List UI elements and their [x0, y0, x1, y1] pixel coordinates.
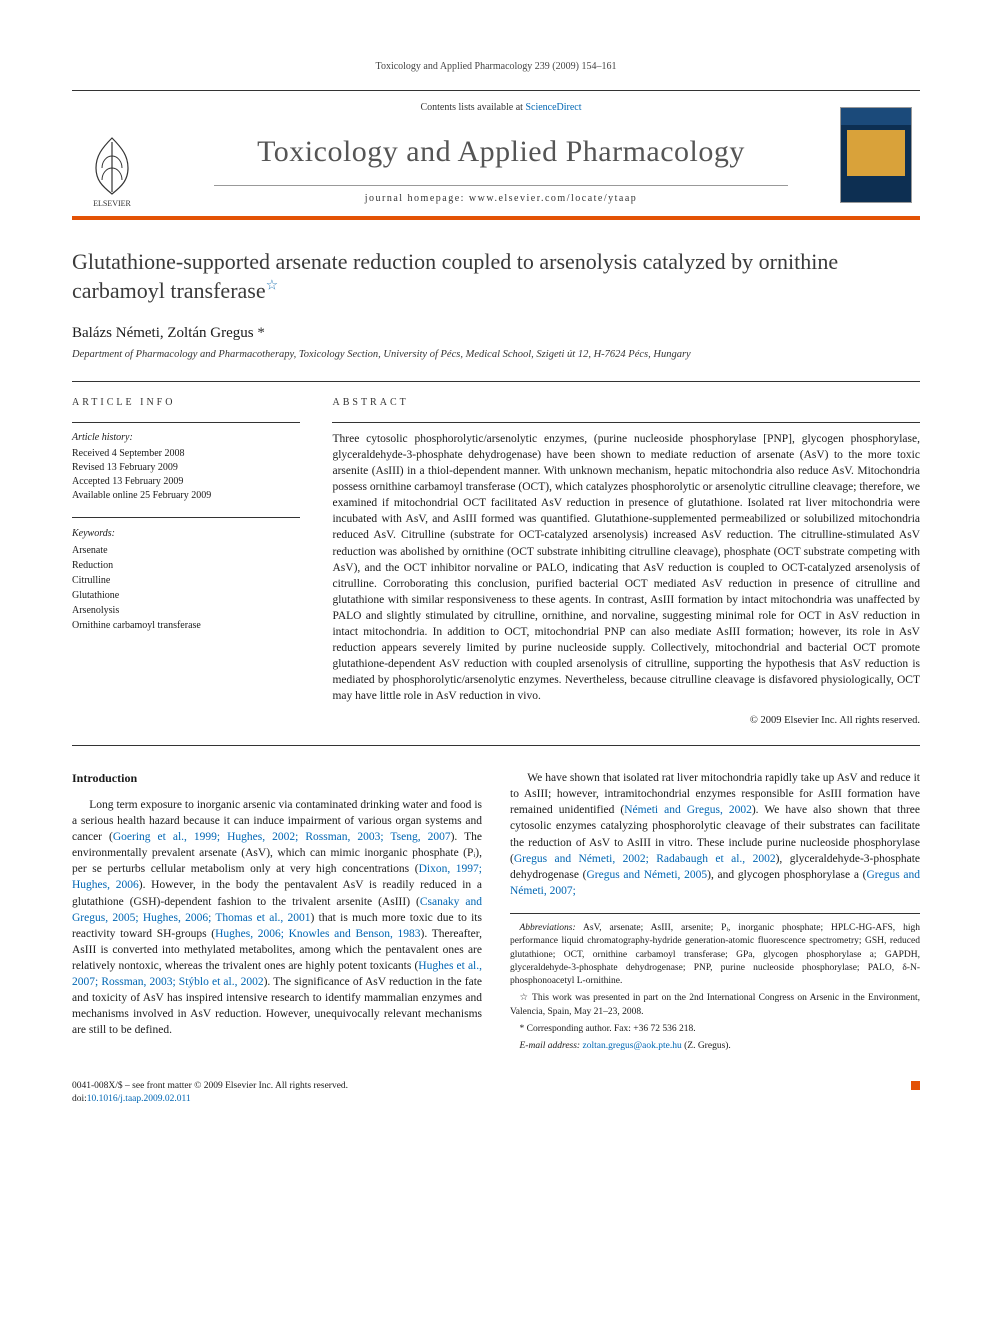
- article-info-heading: ARTICLE INFO: [72, 396, 300, 410]
- body-text: ), and glycogen phosphorylase a (: [707, 869, 866, 881]
- doi-prefix: doi:: [72, 1094, 87, 1104]
- body-columns: Introduction Long term exposure to inorg…: [72, 770, 920, 1053]
- citation-link[interactable]: Hughes, 2006; Knowles and Benson, 1983: [215, 928, 420, 940]
- affiliation: Department of Pharmacology and Pharmacot…: [72, 348, 920, 363]
- history-line: Available online 25 February 2009: [72, 489, 300, 503]
- author-list: Balázs Németi, Zoltán Gregus *: [72, 323, 920, 344]
- homepage-prefix: journal homepage:: [365, 193, 469, 204]
- intro-heading: Introduction: [72, 770, 482, 787]
- authors-text: Balázs Németi, Zoltán Gregus: [72, 325, 254, 341]
- page-footer: 0041-008X/$ – see front matter © 2009 El…: [72, 1074, 920, 1107]
- corresponding-author-mark: *: [257, 325, 265, 341]
- contents-prefix: Contents lists available at: [420, 102, 525, 113]
- abstract-column: ABSTRACT Three cytosolic phosphorolytic/…: [332, 396, 920, 729]
- abbreviations-footnote: Abbreviations: AsV, arsenate; AsIII, ars…: [510, 922, 920, 988]
- info-abstract-row: ARTICLE INFO Article history: Received 4…: [72, 381, 920, 746]
- article-title: Glutathione-supported arsenate reduction…: [72, 248, 920, 305]
- abstract-copyright: © 2009 Elsevier Inc. All rights reserved…: [332, 714, 920, 729]
- publisher-logo-block: ELSEVIER: [72, 101, 162, 216]
- publisher-label: ELSEVIER: [93, 199, 131, 208]
- history-line: Revised 13 February 2009: [72, 461, 300, 475]
- keyword: Reduction: [72, 558, 300, 573]
- email-suffix: (Z. Gregus).: [682, 1041, 731, 1051]
- contents-line: Contents lists available at ScienceDirec…: [174, 101, 828, 115]
- footer-right: [909, 1080, 920, 1107]
- journal-cover-thumbnail: [840, 107, 912, 203]
- front-matter-line: 0041-008X/$ – see front matter © 2009 El…: [72, 1080, 348, 1093]
- title-footnote-star-icon: ☆: [266, 278, 279, 293]
- keyword: Citrulline: [72, 573, 300, 588]
- email-footnote: E-mail address: zoltan.gregus@aok.pte.hu…: [510, 1040, 920, 1053]
- history-line: Received 4 September 2008: [72, 447, 300, 461]
- homepage-url[interactable]: www.elsevier.com/locate/ytaap: [469, 193, 637, 204]
- abbrev-label: Abbreviations:: [520, 923, 576, 933]
- body-paragraph: We have shown that isolated rat liver mi…: [510, 770, 920, 899]
- email-label: E-mail address:: [520, 1041, 581, 1051]
- keyword: Ornithine carbamoyl transferase: [72, 618, 300, 633]
- abstract-text: Three cytosolic phosphorolytic/arsenolyt…: [332, 431, 920, 705]
- history-label: Article history:: [72, 431, 300, 445]
- masthead: ELSEVIER Contents lists available at Sci…: [72, 90, 920, 220]
- page-marker-icon: [911, 1081, 920, 1090]
- keywords-label: Keywords:: [72, 526, 300, 541]
- presentation-footnote: ☆ This work was presented in part on the…: [510, 992, 920, 1019]
- keyword: Arsenolysis: [72, 603, 300, 618]
- journal-name: Toxicology and Applied Pharmacology: [174, 131, 828, 173]
- footnotes-block: Abbreviations: AsV, arsenate; AsIII, ars…: [510, 913, 920, 1054]
- abstract-heading: ABSTRACT: [332, 396, 920, 410]
- corresponding-footnote: * Corresponding author. Fax: +36 72 536 …: [510, 1023, 920, 1036]
- article-history-block: Article history: Received 4 September 20…: [72, 431, 300, 503]
- article-info-column: ARTICLE INFO Article history: Received 4…: [72, 396, 300, 729]
- body-text: fashion to the trivalent arsenite (AsIII…: [217, 896, 419, 908]
- citation-link[interactable]: Gregus and Németi, 2002; Radabaugh et al…: [514, 853, 776, 865]
- history-line: Accepted 13 February 2009: [72, 475, 300, 489]
- email-link[interactable]: zoltan.gregus@aok.pte.hu: [582, 1041, 681, 1051]
- keyword: Arsenate: [72, 543, 300, 558]
- elsevier-tree-logo: ELSEVIER: [72, 128, 152, 208]
- keyword: Glutathione: [72, 588, 300, 603]
- journal-homepage: journal homepage: www.elsevier.com/locat…: [214, 185, 788, 206]
- citation-link[interactable]: Goering et al., 1999; Hughes, 2002; Ross…: [113, 831, 451, 843]
- body-paragraph: Long term exposure to inorganic arsenic …: [72, 797, 482, 1038]
- title-text: Glutathione-supported arsenate reduction…: [72, 249, 838, 303]
- sciencedirect-link[interactable]: ScienceDirect: [525, 102, 581, 113]
- doi-link[interactable]: 10.1016/j.taap.2009.02.011: [87, 1094, 191, 1104]
- citation-link[interactable]: Gregus and Németi, 2005: [587, 869, 708, 881]
- running-head: Toxicology and Applied Pharmacology 239 …: [72, 60, 920, 74]
- keywords-block: Keywords: Arsenate Reduction Citrulline …: [72, 517, 300, 633]
- citation-link[interactable]: Németi and Gregus, 2002: [624, 804, 752, 816]
- footer-left: 0041-008X/$ – see front matter © 2009 El…: [72, 1080, 348, 1107]
